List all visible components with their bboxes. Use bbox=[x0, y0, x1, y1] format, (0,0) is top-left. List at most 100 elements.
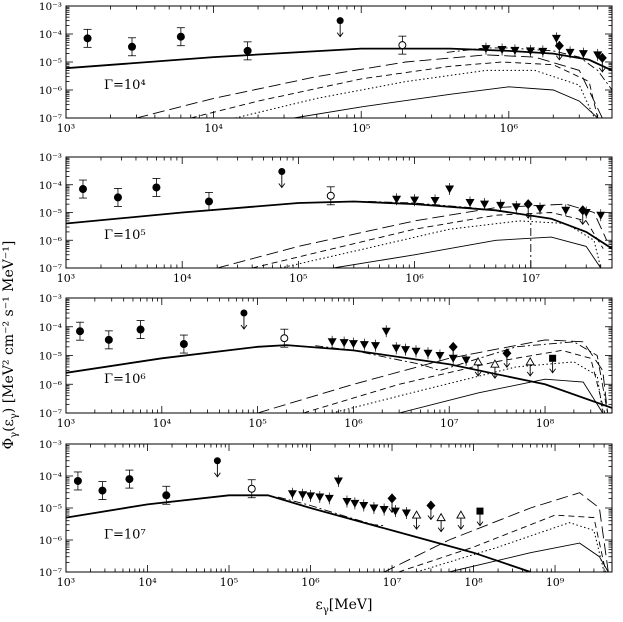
data-point-open-triangle bbox=[436, 512, 446, 522]
y-tick-label: 10⁻⁶ bbox=[39, 379, 62, 391]
data-point-diamond bbox=[597, 52, 607, 63]
data-point-circle bbox=[152, 183, 161, 192]
x-tick-label: 10⁶ bbox=[301, 576, 320, 589]
data-point-circle bbox=[162, 491, 171, 500]
data-point-triangle bbox=[461, 356, 471, 365]
data-point-triangle bbox=[411, 347, 421, 356]
data-point-open-circle bbox=[280, 334, 289, 343]
data-point-circle bbox=[128, 42, 137, 51]
data-point-triangle bbox=[339, 339, 349, 348]
y-tick-label: 10⁻⁶ bbox=[39, 235, 62, 247]
model-curve-dash-dot bbox=[277, 496, 385, 527]
y-tick-label: 10⁻⁴ bbox=[39, 29, 62, 41]
data-point-triangle bbox=[511, 203, 521, 212]
data-point-triangle bbox=[390, 507, 400, 516]
data-point-triangle bbox=[324, 494, 334, 503]
model-curve-dash-dot bbox=[315, 341, 609, 413]
y-axis-label: Φγ(εγ) [MeV² cm⁻² s⁻¹ MeV⁻¹] bbox=[1, 241, 20, 450]
data-point-triangle bbox=[359, 501, 369, 510]
model-curves bbox=[66, 339, 612, 413]
model-curve-dashed bbox=[303, 349, 606, 413]
model-curve-solid-thick bbox=[66, 200, 612, 250]
data-point-triangle bbox=[287, 490, 297, 499]
data-point-circle bbox=[78, 185, 87, 194]
upper-limit-arrowhead bbox=[240, 324, 248, 330]
x-tick-label: 10⁴ bbox=[153, 417, 172, 430]
x-tick-label: 10⁶ bbox=[500, 122, 519, 135]
y-tick-label: 10⁻⁴ bbox=[39, 322, 62, 334]
y-tick-label: 10⁻⁵ bbox=[39, 208, 62, 220]
y-axis-label-main: Φ bbox=[1, 438, 17, 449]
data-point-triangle bbox=[480, 200, 490, 209]
upper-limit-arrowhead bbox=[413, 524, 420, 530]
panel-1: 10³ 10⁴ 10⁵ 10⁶ 10⁻⁷ 10⁻⁶ 10⁻⁵ 10⁻⁴ 10⁻³ Γ=10⁴ bbox=[39, 1, 613, 135]
x-tick-label: 10⁷ bbox=[440, 417, 459, 430]
y-tick-label: 10⁻⁴ bbox=[39, 180, 62, 192]
data-point-square bbox=[476, 507, 484, 515]
upper-limit-arrowhead bbox=[457, 524, 465, 530]
y-tick-label: 10⁻⁷ bbox=[39, 408, 62, 420]
data-point-triangle bbox=[497, 45, 507, 54]
data-point-circle bbox=[204, 197, 213, 206]
model-curve-solid-thin bbox=[398, 378, 604, 413]
data-point-triangle bbox=[445, 185, 455, 194]
x-tick-label: 10⁵ bbox=[248, 417, 266, 430]
x-axis-label-sub: γ bbox=[323, 605, 329, 616]
model-curve-dotted bbox=[416, 522, 605, 572]
data-point-square bbox=[549, 354, 557, 362]
y-tick-label: 10⁻⁶ bbox=[39, 535, 62, 547]
panel-label: Γ=10⁴ bbox=[104, 78, 146, 93]
upper-limit-arrowhead bbox=[579, 220, 587, 226]
x-tick-label: 10⁶ bbox=[344, 417, 363, 430]
y-tick-label: 10⁻⁵ bbox=[39, 351, 62, 363]
panel-label: Γ=10⁵ bbox=[104, 228, 146, 243]
x-tick-label: 10⁴ bbox=[138, 576, 157, 589]
model-curves bbox=[66, 492, 609, 572]
x-tick-label: 10⁷ bbox=[383, 576, 402, 589]
x-axis-label-units: [MeV] bbox=[329, 597, 373, 613]
data-point-diamond bbox=[523, 199, 533, 210]
y-tick-label: 10⁻⁴ bbox=[39, 471, 62, 483]
y-tick-label: 10⁻⁷ bbox=[39, 113, 62, 125]
data-point-open-triangle bbox=[473, 356, 483, 366]
data-point-circle bbox=[176, 32, 185, 41]
data-point-diamond bbox=[426, 500, 436, 511]
upper-limit-arrowhead bbox=[278, 183, 286, 189]
y-tick-label: 10⁻⁵ bbox=[39, 57, 62, 69]
y-tick-label: 10⁻³ bbox=[39, 293, 62, 305]
data-point-circle bbox=[76, 327, 85, 336]
data-point-circle bbox=[136, 325, 145, 334]
data-point-triangle bbox=[596, 211, 606, 220]
x-axis-label: εγ[MeV] bbox=[316, 597, 373, 616]
data-point-triangle bbox=[535, 204, 545, 213]
data-point-triangle bbox=[327, 338, 337, 347]
data-point-triangle bbox=[465, 198, 475, 207]
data-point-circle bbox=[73, 476, 82, 485]
y-tick-label: 10⁻³ bbox=[39, 152, 62, 164]
upper-limit-arrowhead bbox=[556, 55, 563, 61]
data-point-triangle bbox=[481, 45, 491, 54]
model-curve-dash-dot bbox=[446, 47, 612, 91]
model-curve-dashed bbox=[190, 61, 599, 118]
y-tick-label: 10⁻⁶ bbox=[39, 85, 62, 97]
upper-limit-arrowhead bbox=[491, 373, 499, 379]
model-curves bbox=[66, 200, 612, 268]
data-point-triangle bbox=[401, 509, 411, 518]
upper-limit-arrowhead bbox=[474, 371, 482, 377]
data-point-triangle bbox=[430, 197, 440, 206]
x-tick-label: 10³ bbox=[57, 272, 75, 285]
data-point-diamond bbox=[387, 493, 397, 504]
data-point-triangle bbox=[423, 349, 433, 358]
data-point-triangle bbox=[333, 477, 343, 486]
data-point-triangle bbox=[565, 48, 575, 57]
y-tick-label: 10⁻⁷ bbox=[39, 567, 62, 579]
upper-limit-arrowhead bbox=[524, 213, 532, 219]
upper-limit-arrowhead bbox=[476, 521, 484, 527]
upper-limit-arrowhead bbox=[437, 527, 445, 533]
model-curve-dashed-long bbox=[217, 203, 608, 268]
model-curve-solid-thin bbox=[293, 86, 599, 118]
data-point-triangle bbox=[370, 342, 380, 351]
x-tick-label: 10³ bbox=[57, 576, 75, 589]
x-tick-label: 10⁶ bbox=[405, 272, 424, 285]
data-point-circle bbox=[125, 475, 134, 484]
